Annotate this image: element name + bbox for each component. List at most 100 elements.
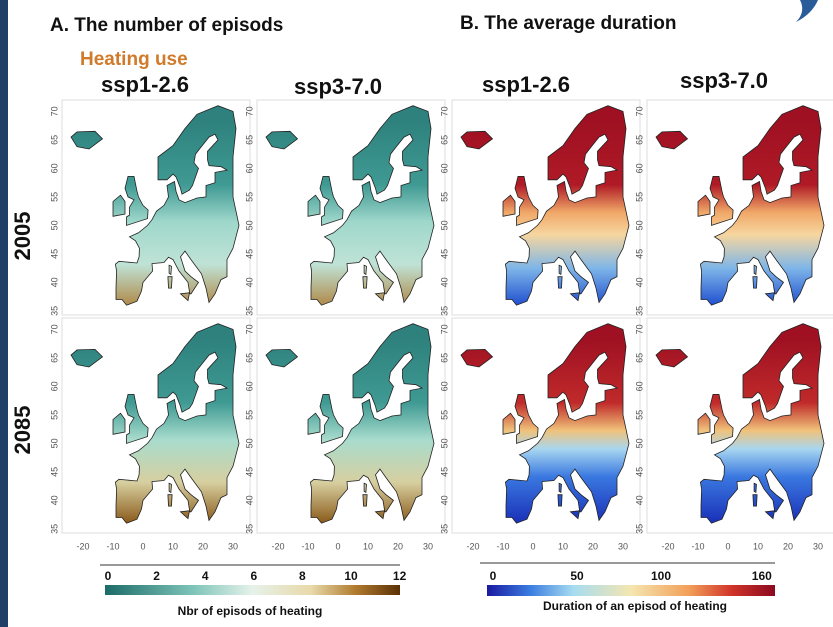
lon-tick-label: 20	[393, 541, 403, 551]
colorbar-a	[105, 585, 400, 595]
lat-tick-label: 65	[439, 353, 449, 363]
country-area	[502, 412, 516, 435]
country-area	[362, 494, 368, 507]
country-area	[307, 412, 321, 435]
lat-tick-label: 70	[244, 106, 254, 116]
lat-tick-label: 35	[49, 306, 59, 316]
lat-tick-label: 55	[49, 410, 59, 420]
country-area	[374, 510, 385, 520]
lat-tick-label: 45	[49, 249, 59, 259]
corner-decoration	[796, 0, 818, 22]
lat-tick-label: 60	[439, 381, 449, 391]
lat-tick-label: 50	[439, 220, 449, 230]
row-label: 2085	[10, 406, 35, 455]
country-area	[112, 412, 126, 435]
lat-tick-label: 35	[439, 524, 449, 534]
country-area	[655, 348, 689, 368]
legend-b-title: Duration of an episod of heating	[543, 599, 727, 613]
country-area	[265, 130, 299, 150]
lat-tick-label: 70	[49, 106, 59, 116]
legend-b-tick: 100	[651, 569, 671, 583]
lat-tick-label: 65	[439, 135, 449, 145]
lat-tick-label: 60	[244, 381, 254, 391]
lon-tick-label: 10	[168, 541, 178, 551]
lat-tick-label: 50	[49, 220, 59, 230]
country-area	[167, 276, 173, 289]
country-area	[363, 264, 367, 276]
map-frame	[646, 317, 833, 534]
country-area	[114, 105, 240, 306]
country-area	[697, 194, 711, 217]
country-area	[504, 105, 630, 306]
country-area	[168, 482, 172, 494]
lat-tick-label: 60	[49, 381, 59, 391]
lon-tick-label: -20	[661, 541, 674, 551]
lon-tick-label: 20	[198, 541, 208, 551]
country-area	[112, 194, 126, 217]
lat-tick-label: 40	[49, 277, 59, 287]
lat-tick-label: 55	[439, 410, 449, 420]
map-frame	[256, 317, 446, 534]
lat-tick-label: 35	[439, 306, 449, 316]
lat-tick-label: 45	[634, 467, 644, 477]
lat-tick-label: 60	[634, 381, 644, 391]
country-area	[167, 494, 173, 507]
country-area	[460, 130, 494, 150]
lat-tick-label: 45	[439, 249, 449, 259]
lon-tick-label: -10	[496, 541, 509, 551]
lat-tick-label: 45	[439, 467, 449, 477]
map-frame	[451, 99, 641, 316]
legend-a-tick: 0	[105, 569, 112, 583]
panel-a-title: A. The number of episods	[50, 15, 283, 36]
lat-tick-label: 55	[49, 192, 59, 202]
country-area	[124, 394, 149, 444]
lat-tick-label: 70	[439, 324, 449, 334]
country-area	[699, 323, 825, 524]
country-area	[363, 482, 367, 494]
country-area	[168, 264, 172, 276]
legend-a-tick: 10	[344, 569, 358, 583]
lat-tick-label: 40	[244, 495, 254, 505]
country-area	[319, 394, 344, 444]
lon-tick-label: 10	[753, 541, 763, 551]
country-area	[709, 176, 734, 226]
lon-tick-label: -10	[106, 541, 119, 551]
lat-tick-label: 55	[244, 410, 254, 420]
country-area	[569, 510, 580, 520]
lat-tick-label: 65	[49, 135, 59, 145]
lat-tick-label: 50	[634, 438, 644, 448]
lat-tick-label: 40	[439, 277, 449, 287]
country-area	[309, 323, 435, 524]
country-area	[460, 348, 494, 368]
side-stripe	[0, 0, 8, 627]
lat-tick-label: 70	[244, 324, 254, 334]
country-area	[655, 130, 689, 150]
lon-tick-label: -20	[466, 541, 479, 551]
lon-tick-label: 30	[813, 541, 823, 551]
lat-tick-label: 60	[634, 163, 644, 173]
legend-b-tick: 50	[570, 569, 584, 583]
lat-tick-label: 70	[439, 106, 449, 116]
legend-b-tick: 0	[490, 569, 497, 583]
lat-tick-label: 45	[634, 249, 644, 259]
lat-tick-label: 45	[49, 467, 59, 477]
lat-tick-label: 40	[634, 495, 644, 505]
lat-tick-label: 40	[634, 277, 644, 287]
lat-tick-label: 65	[634, 353, 644, 363]
lat-tick-label: 40	[244, 277, 254, 287]
map-frame	[646, 99, 833, 316]
country-area	[319, 176, 344, 226]
panel-b-title: B. The average duration	[460, 13, 676, 34]
country-area	[753, 482, 757, 494]
country-area	[307, 194, 321, 217]
lat-tick-label: 50	[244, 438, 254, 448]
legend-b-tick: 160	[752, 569, 772, 583]
country-area	[70, 130, 104, 150]
legend-a-tick: 8	[299, 569, 306, 583]
subtitle: Heating use	[80, 49, 188, 70]
lon-tick-label: 0	[725, 541, 730, 551]
country-area	[752, 494, 758, 507]
map-frame	[61, 317, 251, 534]
column-label: ssp1-2.6	[101, 72, 189, 97]
lat-tick-label: 55	[634, 410, 644, 420]
